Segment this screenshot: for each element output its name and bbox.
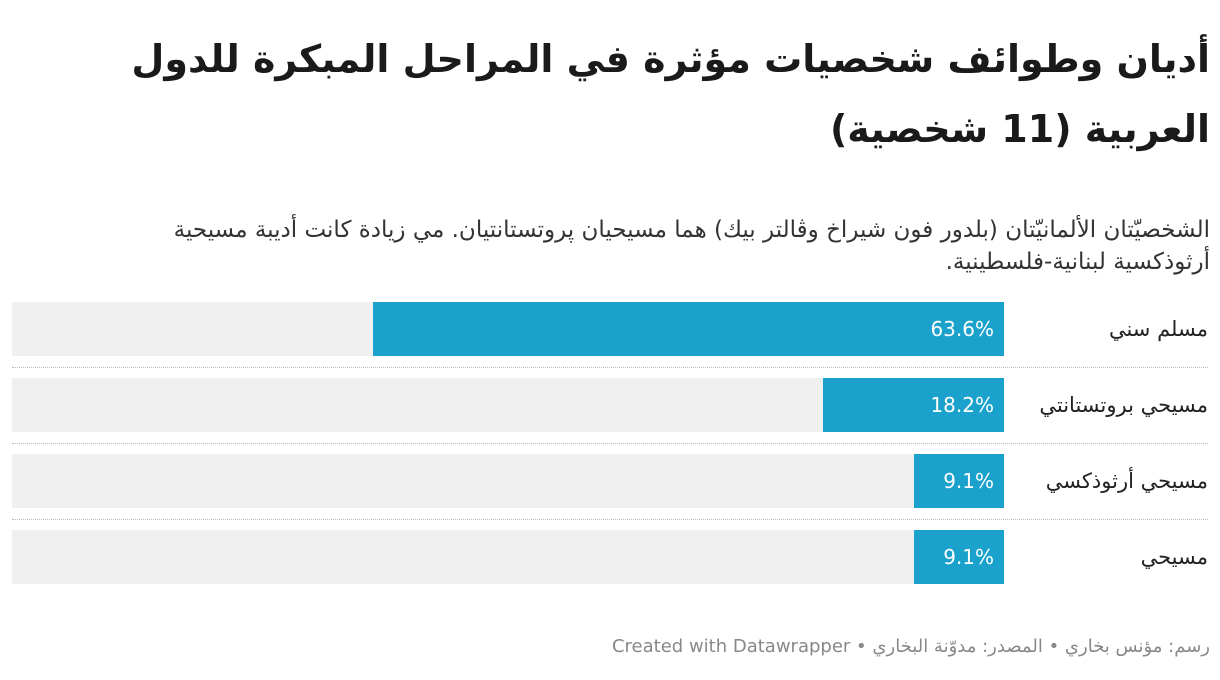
bar: 63.6% [373, 302, 1004, 356]
bar-value-label: 18.2% [930, 393, 994, 417]
chart-subtitle: الشخصيّتان الألمانيّتان (بلدور فون شيراخ… [173, 217, 1210, 275]
source-label: المصدر: [982, 636, 1043, 657]
bar-rows: مسلم سني 63.6% مسيحي بروتستانتي 18.2% مسيحي … [12, 302, 1208, 592]
datawrapper-credit-link[interactable]: Created with Datawrapper [611, 636, 851, 657]
bar-row: مسيحي أرثوذكسي 9.1% [12, 454, 1208, 508]
row-separator [12, 443, 1208, 444]
bar-category-label: مسيحي بروتستانتي [1039, 393, 1208, 417]
chart-title: أديان وطوائف شخصيات مؤثرة في المراحل الم… [131, 37, 1210, 151]
bar-row: مسيحي بروتستانتي 18.2% [12, 378, 1208, 432]
row-separator [12, 367, 1208, 368]
chart-footer: رسم: مؤنس بخاري • المصدر: مدوّنة البخاري… [10, 632, 1210, 662]
footer-separator: • [856, 636, 867, 657]
bar-row: مسلم سني 63.6% [12, 302, 1208, 356]
bar-value-label: 63.6% [930, 317, 994, 341]
row-separator [12, 519, 1208, 520]
bar-category-label: مسلم سني [1108, 317, 1208, 341]
bar-track: 18.2% [12, 378, 1004, 432]
bar: 9.1% [913, 530, 1004, 584]
bar-category-label: مسيحي أرثوذكسي [1045, 469, 1208, 493]
footer-separator: • [1048, 636, 1060, 657]
bar-value-label: 9.1% [943, 545, 994, 569]
bar: 9.1% [913, 454, 1004, 508]
bar: 18.2% [823, 378, 1004, 432]
bar-row: مسيحي 9.1% [12, 530, 1208, 584]
bar-category-label: مسيحي [1140, 545, 1208, 569]
bar-track: 63.6% [12, 302, 1004, 356]
byline-name: مؤنس بخاري [1064, 636, 1163, 657]
bar-value-label: 9.1% [943, 469, 994, 493]
bar-track: 9.1% [12, 454, 1004, 508]
source-name: مدوّنة البخاري [872, 636, 977, 657]
byline-label: رسم: [1168, 636, 1210, 657]
bar-track: 9.1% [12, 530, 1004, 584]
